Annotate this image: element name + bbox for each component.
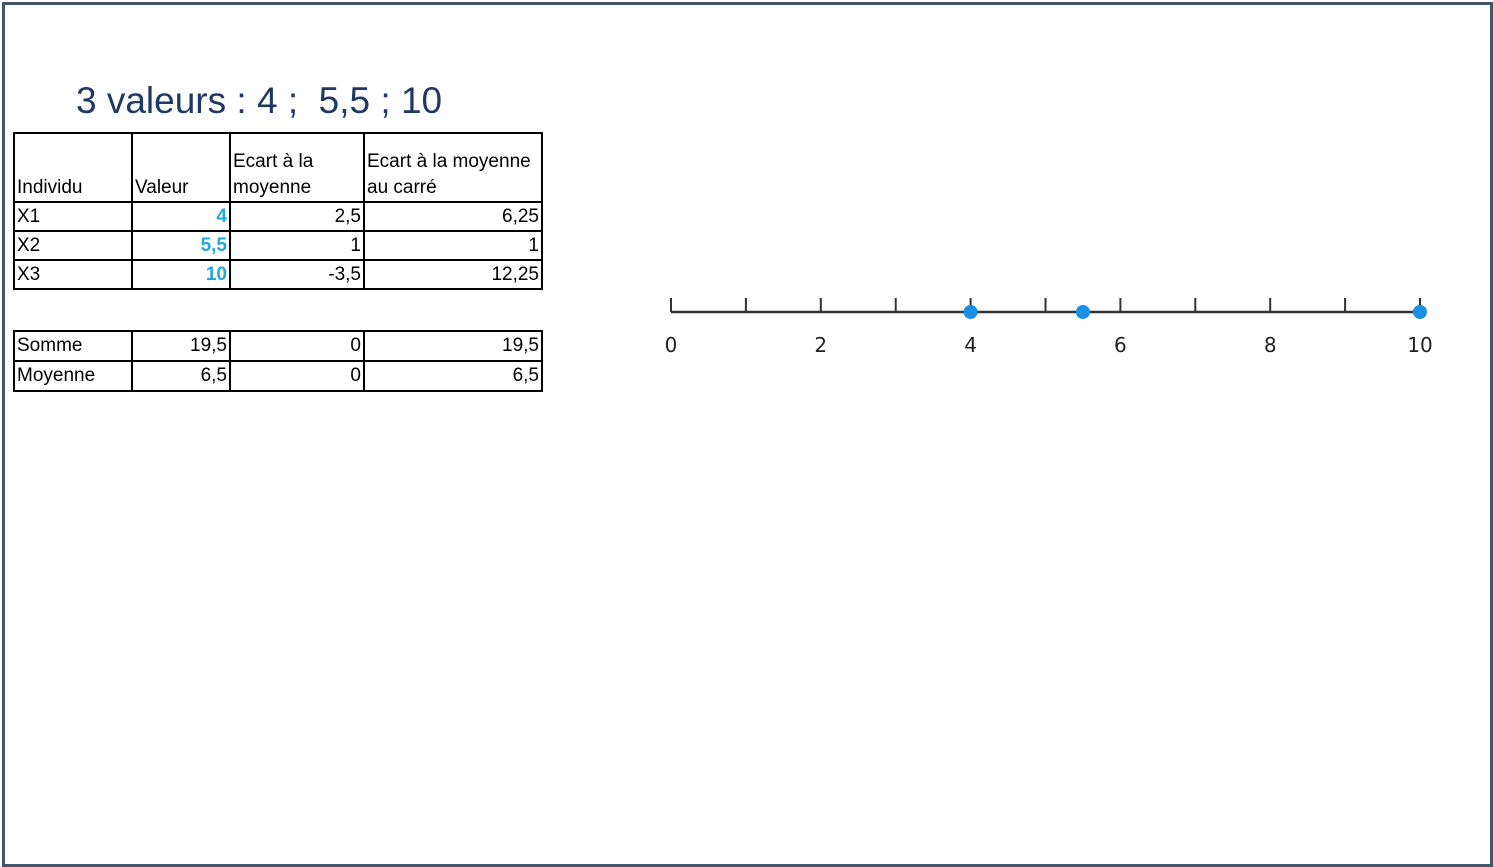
tick-label: 4 <box>964 333 977 357</box>
summary-label: Somme <box>13 330 133 362</box>
header-ecart-carre: Ecart à la moyenne au carré <box>363 132 543 203</box>
table-row: X2 5,5 1 1 <box>13 230 543 261</box>
cell-individu: X1 <box>13 201 133 232</box>
slide-title: 3 valeurs : 4 ; 5,5 ; 10 <box>76 80 443 121</box>
header-valeur: Valeur <box>131 132 231 203</box>
data-table: Individu Valeur Ecart à la moyenne Ecart… <box>13 132 543 290</box>
summary-table: Somme 19,5 0 19,5 Moyenne 6,5 0 6,5 <box>13 330 543 392</box>
summary-ecart-carre: 6,5 <box>363 360 543 392</box>
table-row: X3 10 -3,5 12,25 <box>13 259 543 290</box>
summary-row-somme: Somme 19,5 0 19,5 <box>13 330 543 362</box>
summary-ecart: 0 <box>229 330 365 362</box>
summary-ecart: 0 <box>229 360 365 392</box>
summary-valeur: 6,5 <box>131 360 231 392</box>
header-ecart: Ecart à la moyenne <box>229 132 365 203</box>
tick-label: 0 <box>665 333 678 357</box>
number-line: 0 2 4 6 8 10 <box>665 298 1433 357</box>
cell-valeur: 10 <box>131 259 231 290</box>
summary-label: Moyenne <box>13 360 133 392</box>
cell-valeur: 4 <box>131 201 231 232</box>
cell-individu: X2 <box>13 230 133 261</box>
cell-ecart: 1 <box>229 230 365 261</box>
header-individu: Individu <box>13 132 133 203</box>
data-point <box>1413 305 1427 319</box>
table-row: X1 4 2,5 6,25 <box>13 201 543 232</box>
tick-label: 10 <box>1407 333 1432 357</box>
cell-ecart-carre: 12,25 <box>363 259 543 290</box>
data-point <box>1075 305 1090 319</box>
summary-ecart-carre: 19,5 <box>363 330 543 362</box>
summary-valeur: 19,5 <box>131 330 231 362</box>
summary-row-moyenne: Moyenne 6,5 0 6,5 <box>13 360 543 392</box>
cell-ecart: -3,5 <box>229 259 365 290</box>
cell-individu: X3 <box>13 259 133 290</box>
table-header-row: Individu Valeur Ecart à la moyenne Ecart… <box>13 132 543 203</box>
tick-label: 8 <box>1264 333 1277 357</box>
cell-ecart: 2,5 <box>229 201 365 232</box>
tick-label: 6 <box>1114 333 1127 357</box>
cell-ecart-carre: 1 <box>363 230 543 261</box>
tick-label: 2 <box>814 333 827 357</box>
data-point <box>963 305 978 319</box>
cell-ecart-carre: 6,25 <box>363 201 543 232</box>
cell-valeur: 5,5 <box>131 230 231 261</box>
